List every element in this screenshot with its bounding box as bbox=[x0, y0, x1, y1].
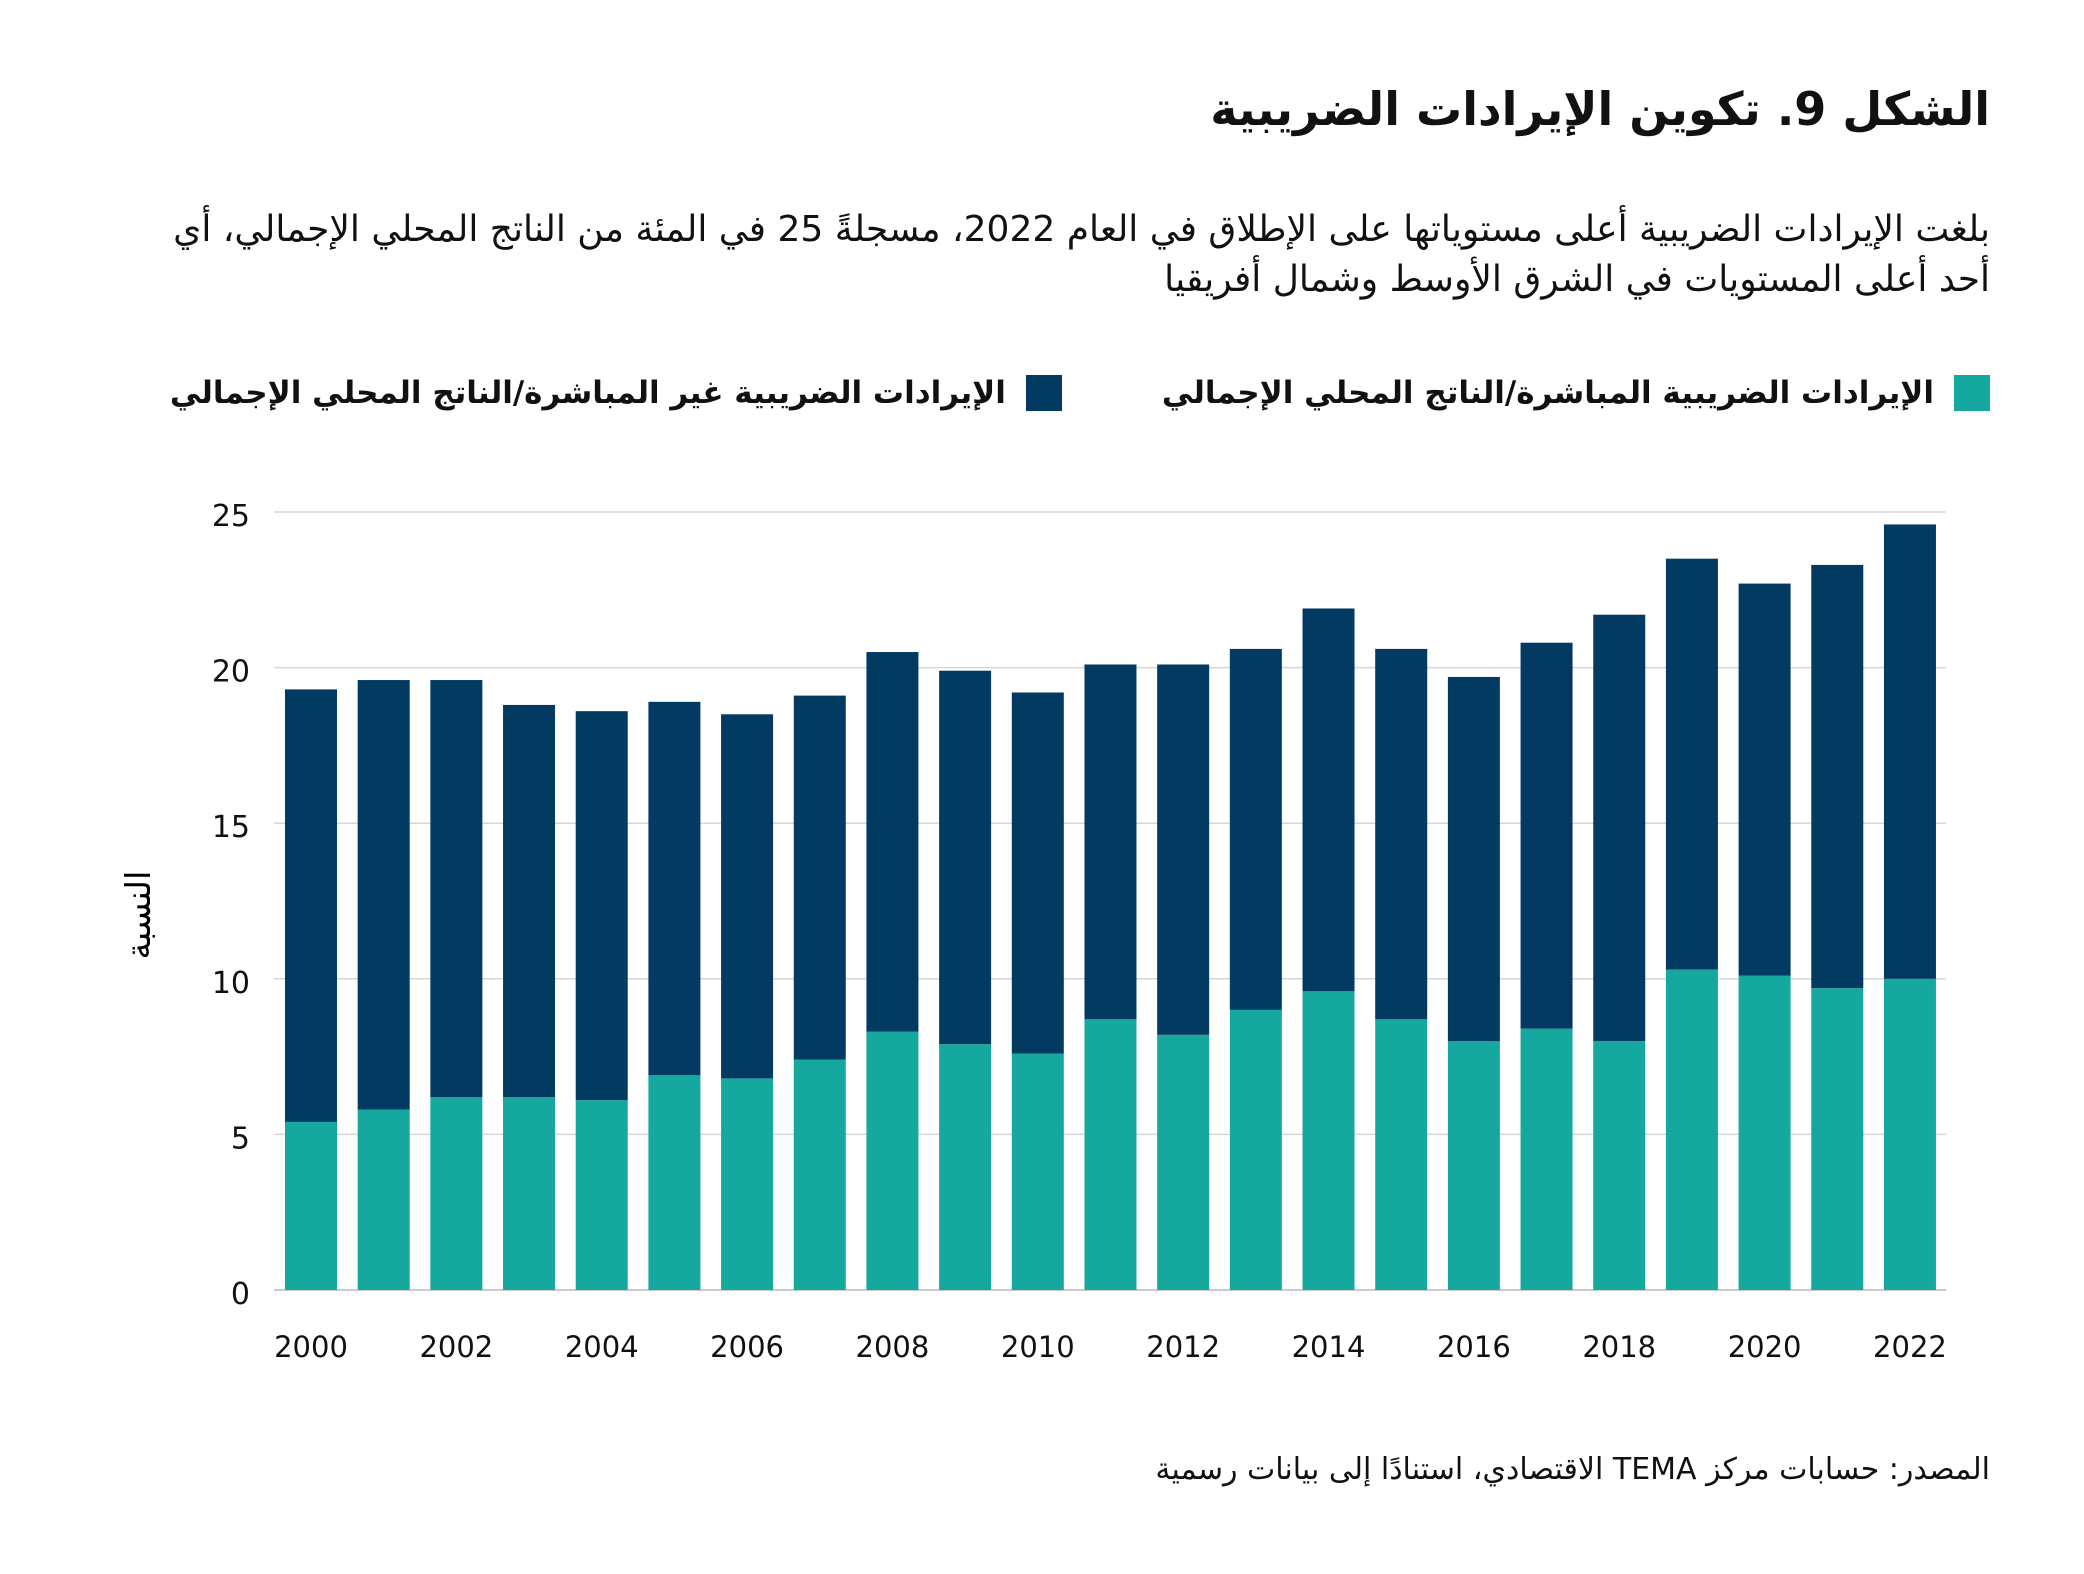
bar-direct-2022 bbox=[1883, 978, 1936, 1290]
x-tick-label: 2020 bbox=[1728, 1330, 1802, 1364]
x-tick-label: 2008 bbox=[856, 1330, 930, 1364]
y-tick-label: 0 bbox=[231, 1277, 250, 1312]
y-tick-label: 20 bbox=[212, 655, 250, 690]
bar-direct-2002 bbox=[430, 1097, 483, 1290]
chart-title: الشكل 9. تكوين الإيرادات الضريبية bbox=[1210, 82, 1990, 136]
bar-indirect-2015 bbox=[1375, 648, 1428, 1020]
bar-indirect-2022 bbox=[1883, 524, 1936, 979]
legend-item-direct: الإيرادات الضريبية المباشرة/الناتج المحل… bbox=[1162, 375, 1990, 411]
y-axis-label: النسبة bbox=[119, 871, 159, 960]
legend-label-direct: الإيرادات الضريبية المباشرة/الناتج المحل… bbox=[1161, 375, 1934, 411]
bar-indirect-2018 bbox=[1593, 614, 1646, 1042]
x-tick-label: 2004 bbox=[565, 1330, 639, 1364]
bar-direct-2008 bbox=[866, 1031, 919, 1290]
bar-direct-2014 bbox=[1302, 991, 1355, 1290]
bar-indirect-2016 bbox=[1447, 676, 1500, 1042]
bar-direct-2005 bbox=[648, 1075, 701, 1290]
bar-direct-2007 bbox=[793, 1059, 846, 1290]
bar-indirect-2014 bbox=[1302, 608, 1355, 992]
bar-direct-2021 bbox=[1811, 988, 1864, 1290]
y-tick-label: 10 bbox=[212, 966, 250, 1001]
chart-subtitle: بلغت الإيرادات الضريبية أعلى مستوياتها ع… bbox=[173, 209, 1990, 300]
x-tick-label: 2016 bbox=[1437, 1330, 1511, 1364]
bar-indirect-2021 bbox=[1811, 564, 1864, 989]
bar-indirect-2013 bbox=[1229, 648, 1282, 1010]
bar-direct-2003 bbox=[503, 1097, 556, 1290]
bar-indirect-2002 bbox=[430, 680, 483, 1098]
x-tick-label: 2000 bbox=[274, 1330, 348, 1364]
y-tick-label: 15 bbox=[212, 810, 250, 845]
bar-indirect-2010 bbox=[1011, 692, 1064, 1054]
legend: الإيرادات الضريبية المباشرة/الناتج المحل… bbox=[170, 375, 1990, 411]
bar-direct-2011 bbox=[1084, 1019, 1137, 1290]
bar-indirect-2009 bbox=[939, 670, 992, 1045]
source-note: المصدر: حسابات مركز TEMA الاقتصادي، استن… bbox=[1155, 1452, 1990, 1487]
bar-direct-2001 bbox=[357, 1109, 410, 1290]
legend-swatch-direct bbox=[1954, 375, 1990, 411]
bar-direct-2019 bbox=[1665, 969, 1718, 1290]
bar-direct-2016 bbox=[1447, 1041, 1500, 1290]
legend-label-indirect: الإيرادات الضريبية غير المباشرة/الناتج ا… bbox=[169, 375, 1006, 411]
bar-indirect-2020 bbox=[1738, 583, 1791, 976]
bar-indirect-2019 bbox=[1665, 558, 1718, 970]
x-tick-label: 2010 bbox=[1001, 1330, 1075, 1364]
bar-indirect-2005 bbox=[648, 701, 701, 1076]
bar-indirect-2004 bbox=[575, 711, 628, 1101]
bar-indirect-2003 bbox=[503, 704, 556, 1098]
x-tick-label: 2022 bbox=[1873, 1330, 1947, 1364]
bar-direct-2013 bbox=[1229, 1009, 1282, 1290]
bar-indirect-2006 bbox=[721, 714, 774, 1079]
bar-direct-2015 bbox=[1375, 1019, 1428, 1290]
bar-direct-2018 bbox=[1593, 1041, 1646, 1290]
bar-direct-2009 bbox=[939, 1044, 992, 1290]
bar-direct-2006 bbox=[721, 1078, 774, 1290]
x-tick-label: 2002 bbox=[419, 1330, 493, 1364]
bar-direct-2010 bbox=[1011, 1053, 1064, 1290]
bar-direct-2020 bbox=[1738, 975, 1791, 1290]
bar-direct-2000 bbox=[285, 1121, 337, 1290]
y-tick-label: 5 bbox=[231, 1121, 250, 1156]
x-tick-label: 2014 bbox=[1292, 1330, 1366, 1364]
x-tick-label: 2012 bbox=[1146, 1330, 1220, 1364]
bar-indirect-2011 bbox=[1084, 664, 1137, 1020]
x-tick-label: 2006 bbox=[710, 1330, 784, 1364]
y-tick-label: 25 bbox=[212, 499, 250, 534]
x-tick-label: 2018 bbox=[1582, 1330, 1656, 1364]
bar-direct-2017 bbox=[1520, 1028, 1573, 1290]
bar-indirect-2001 bbox=[357, 680, 410, 1110]
bar-direct-2012 bbox=[1157, 1034, 1210, 1290]
bar-direct-2004 bbox=[575, 1100, 628, 1290]
legend-item-indirect: الإيرادات الضريبية غير المباشرة/الناتج ا… bbox=[170, 375, 1062, 411]
bar-indirect-2007 bbox=[793, 695, 846, 1060]
bar-indirect-2008 bbox=[866, 652, 919, 1032]
bar-indirect-2012 bbox=[1157, 664, 1210, 1035]
legend-swatch-indirect bbox=[1025, 375, 1062, 411]
bar-indirect-2017 bbox=[1520, 642, 1573, 1029]
bar-indirect-2000 bbox=[285, 689, 337, 1122]
